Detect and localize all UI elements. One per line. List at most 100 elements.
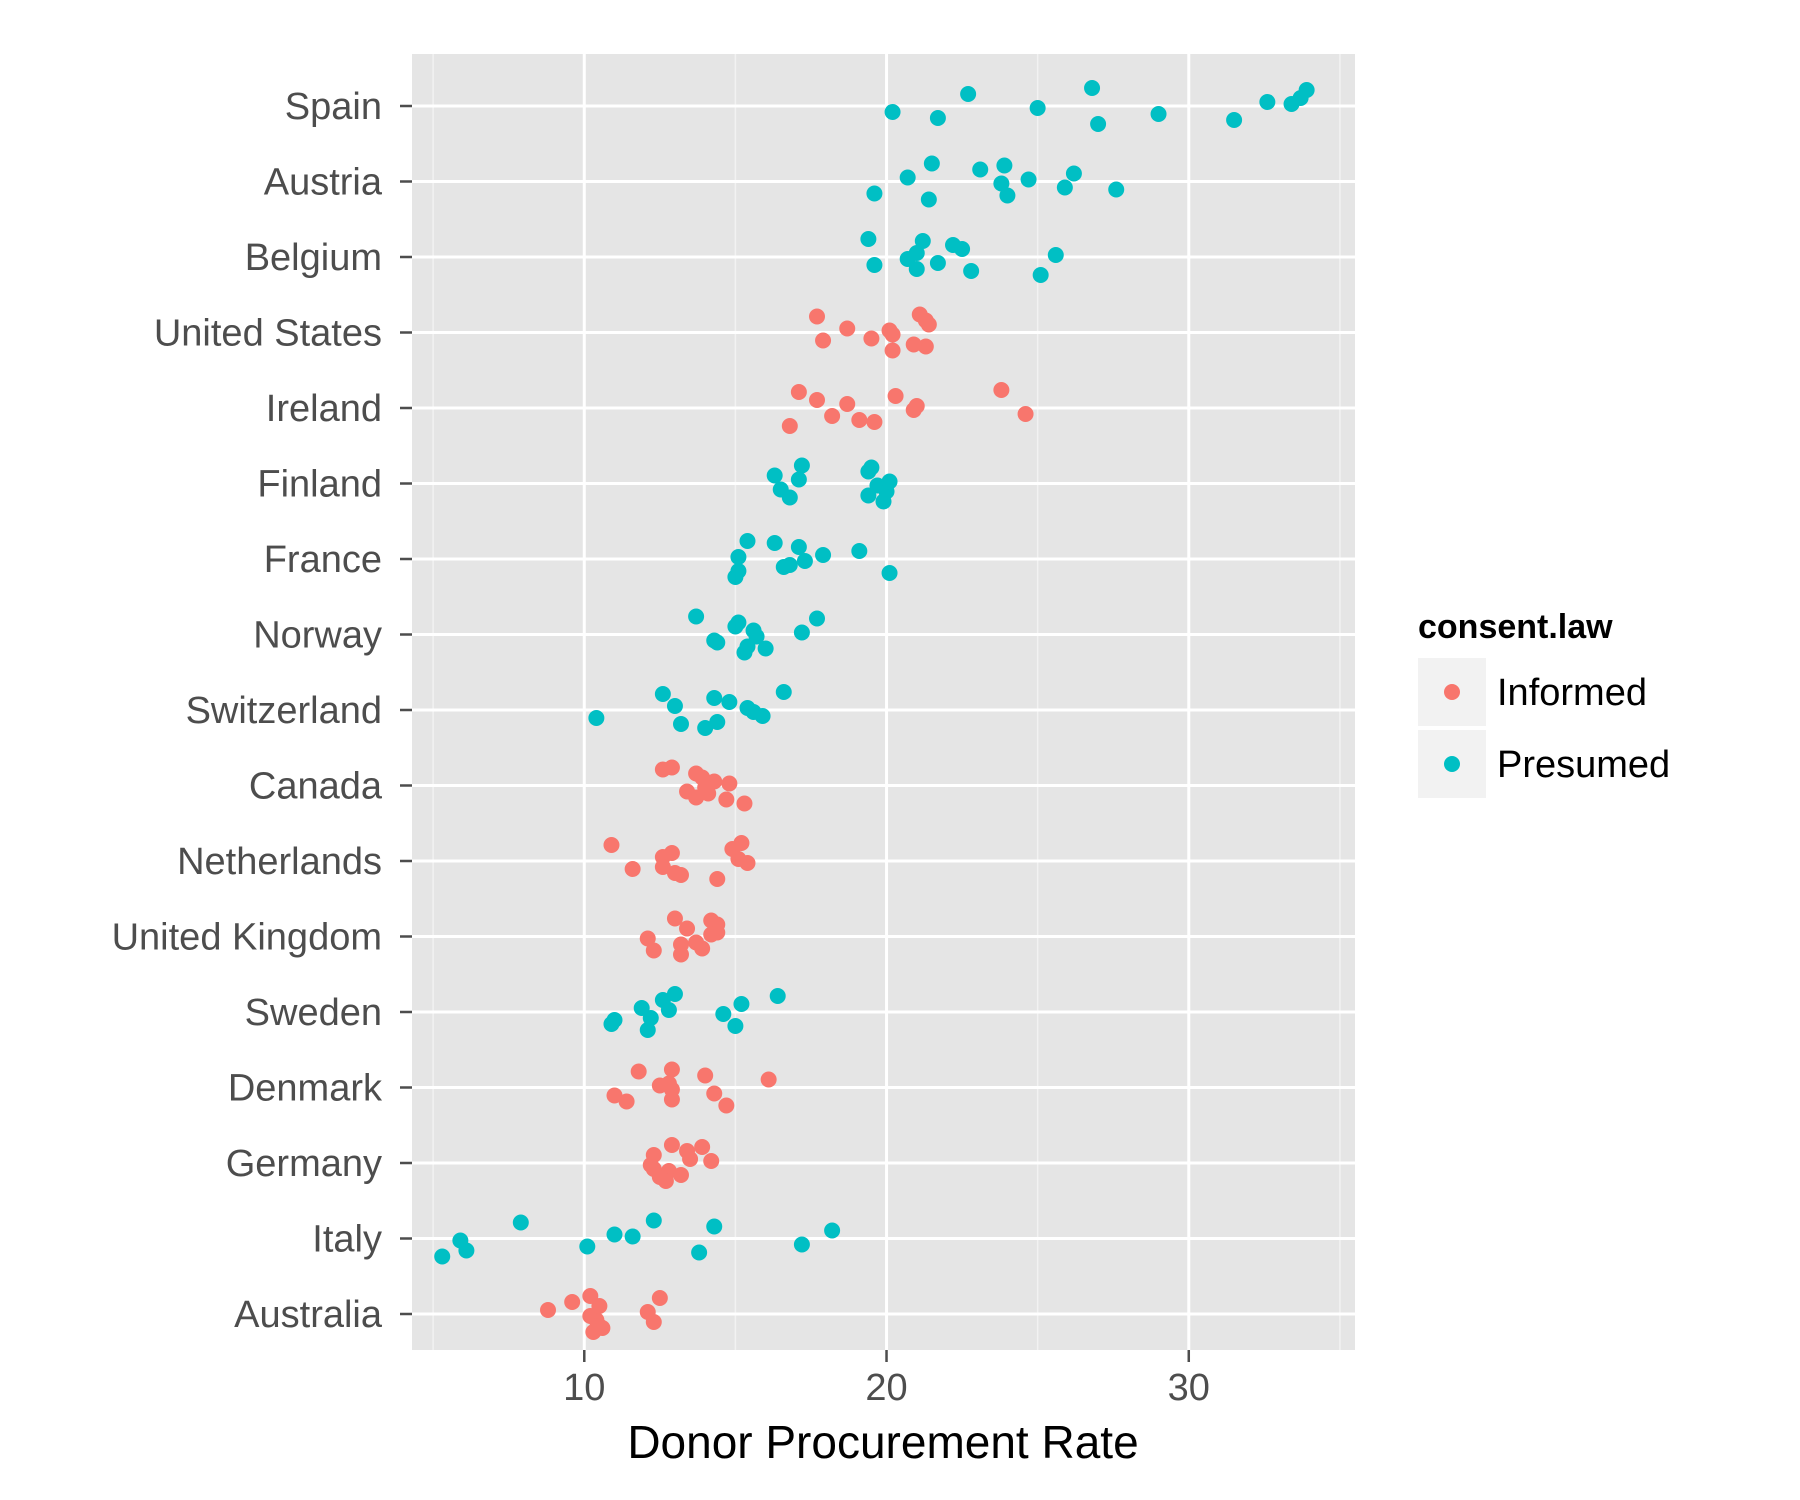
x-axis-title: Donor Procurement Rate <box>627 1416 1138 1468</box>
y-tick-label-italy: Italy <box>312 1219 382 1261</box>
x-tick-label: 10 <box>563 1367 605 1409</box>
point-presumed-austria <box>972 161 989 178</box>
point-informed-united-states <box>809 308 826 325</box>
point-informed-united-kingdom <box>639 930 656 947</box>
y-tick-label-austria: Austria <box>264 162 383 204</box>
point-presumed-switzerland <box>654 686 671 702</box>
axis-ticks: 10 20 30 Spain Austria Belgium United States Ir… <box>112 86 1210 1409</box>
point-presumed-sweden <box>733 996 750 1012</box>
point-informed-united-states <box>863 330 880 347</box>
data-points <box>434 80 1315 1340</box>
point-informed-denmark <box>718 1097 735 1114</box>
point-presumed-france <box>766 535 783 551</box>
point-presumed-switzerland <box>709 714 726 730</box>
point-presumed-france <box>781 557 798 573</box>
point-presumed-switzerland <box>697 720 714 736</box>
y-tick-label-ireland: Ireland <box>266 388 382 430</box>
point-presumed-belgium <box>1032 267 1049 283</box>
point-presumed-switzerland <box>739 700 756 716</box>
point-presumed-spain <box>1090 116 1107 132</box>
point-presumed-italy <box>793 1236 810 1253</box>
legend-key-presumed <box>1444 756 1460 772</box>
point-informed-canada <box>688 789 705 806</box>
legend-title: consent.law <box>1418 608 1613 646</box>
point-presumed-france <box>730 563 747 579</box>
point-informed-ireland <box>824 408 841 424</box>
legend: consent.law Informed Presumed <box>1418 608 1670 798</box>
point-informed-australia <box>639 1304 656 1320</box>
point-informed-united-states <box>839 320 856 337</box>
point-presumed-finland <box>793 457 810 474</box>
point-presumed-italy <box>434 1248 451 1265</box>
point-informed-canada <box>694 769 711 786</box>
point-informed-germany <box>645 1161 662 1177</box>
point-informed-united-kingdom <box>645 942 662 959</box>
point-informed-denmark <box>618 1093 635 1110</box>
point-informed-germany <box>694 1139 711 1155</box>
point-presumed-switzerland <box>672 716 689 732</box>
point-informed-ireland <box>908 398 925 414</box>
point-presumed-spain <box>960 86 977 102</box>
y-tick-label-united-kingdom: United Kingdom <box>112 917 382 959</box>
point-presumed-italy <box>824 1222 841 1239</box>
y-tick-label-australia: Australia <box>234 1294 383 1336</box>
point-informed-united-states <box>920 316 937 333</box>
point-presumed-sweden <box>660 1002 677 1018</box>
point-presumed-spain <box>1259 94 1276 110</box>
point-informed-australia <box>591 1318 608 1334</box>
point-informed-denmark <box>697 1067 714 1084</box>
point-informed-ireland <box>866 414 883 430</box>
point-informed-netherlands <box>733 835 750 851</box>
point-informed-canada <box>718 791 735 808</box>
point-informed-united-kingdom <box>666 910 683 927</box>
point-presumed-belgium <box>954 241 971 257</box>
point-presumed-switzerland <box>775 684 792 700</box>
y-tick-label-norway: Norway <box>253 615 382 657</box>
point-informed-ireland <box>809 392 826 408</box>
point-presumed-austria <box>866 185 883 202</box>
point-informed-denmark <box>663 1061 680 1078</box>
point-presumed-norway <box>727 618 744 635</box>
point-presumed-norway <box>757 640 774 657</box>
point-presumed-switzerland <box>588 710 605 726</box>
point-informed-united-states <box>905 336 922 353</box>
point-presumed-belgium <box>929 255 946 271</box>
y-tick-label-united-states: United States <box>154 313 382 355</box>
legend-label-informed: Informed <box>1497 672 1647 714</box>
point-informed-australia <box>564 1294 581 1310</box>
point-presumed-finland <box>881 473 898 490</box>
point-informed-germany <box>672 1167 689 1183</box>
point-informed-germany <box>679 1143 696 1159</box>
point-presumed-sweden <box>727 1018 744 1034</box>
point-informed-ireland <box>839 396 856 412</box>
point-presumed-spain <box>1150 106 1167 122</box>
point-presumed-austria <box>923 155 940 172</box>
point-informed-denmark <box>663 1091 680 1108</box>
point-presumed-france <box>730 549 747 565</box>
point-informed-united-kingdom <box>703 926 720 943</box>
y-tick-label-switzerland: Switzerland <box>186 690 382 732</box>
point-presumed-austria <box>993 175 1010 192</box>
point-presumed-belgium <box>914 233 931 249</box>
point-presumed-sweden <box>769 988 786 1004</box>
point-presumed-france <box>881 565 898 581</box>
y-tick-label-france: France <box>264 539 382 581</box>
point-presumed-norway <box>739 638 756 655</box>
point-informed-germany <box>645 1147 662 1163</box>
point-presumed-sweden <box>639 1022 656 1038</box>
point-informed-ireland <box>993 382 1010 398</box>
point-presumed-spain <box>1084 80 1101 96</box>
point-informed-denmark <box>630 1063 647 1080</box>
point-informed-canada <box>663 759 680 776</box>
point-informed-netherlands <box>603 837 620 853</box>
point-informed-australia <box>591 1298 608 1314</box>
plot-panel <box>412 54 1355 1350</box>
y-tick-label-denmark: Denmark <box>228 1068 383 1110</box>
point-informed-ireland <box>1017 406 1034 422</box>
point-informed-germany <box>663 1137 680 1153</box>
point-presumed-france <box>796 553 813 569</box>
point-informed-netherlands <box>663 845 680 861</box>
point-informed-netherlands <box>624 861 641 877</box>
x-tick-label: 20 <box>865 1367 907 1409</box>
point-presumed-spain <box>929 110 946 126</box>
